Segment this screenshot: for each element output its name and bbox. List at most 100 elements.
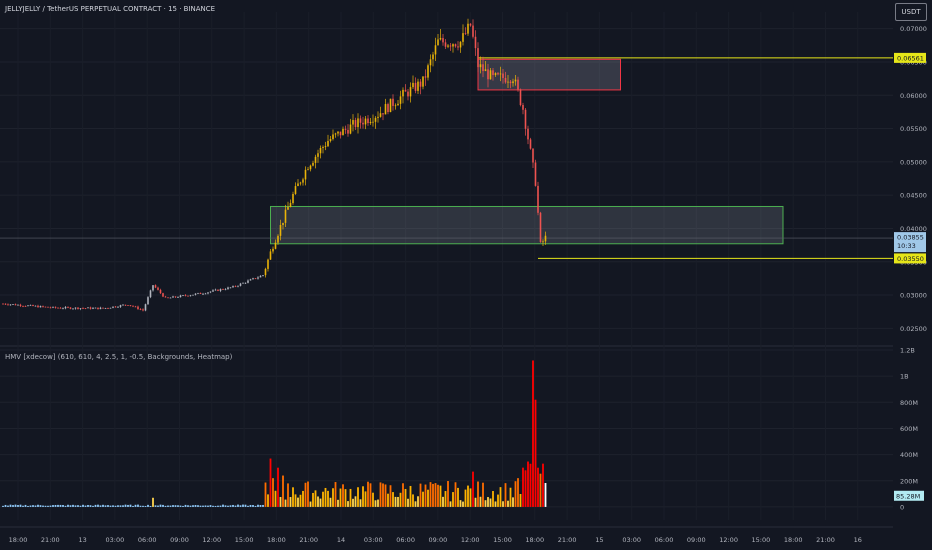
indicator-legend[interactable]: HMV [xdecow] (610, 610, 4, 2.5, 1, -0.5,…: [5, 353, 233, 361]
candle: [512, 81, 514, 84]
volume-bar: [347, 501, 349, 507]
candle: [169, 297, 172, 299]
time-tick-label: 18:00: [525, 536, 544, 544]
volume-bar: [12, 505, 14, 507]
candle: [117, 306, 119, 308]
candle: [229, 287, 232, 289]
candle: [144, 304, 147, 311]
volume-bar: [14, 504, 17, 507]
candle: [509, 81, 512, 84]
candle: [227, 287, 229, 290]
candle: [294, 186, 297, 194]
candle: [347, 129, 349, 134]
volume-bar: [529, 463, 532, 507]
volume-bar: [319, 498, 322, 507]
volume-bar: [197, 505, 199, 507]
candle: [19, 304, 22, 306]
candle: [149, 290, 152, 298]
volume-bar: [19, 504, 22, 507]
candle: [257, 277, 259, 279]
volume-bar: [427, 489, 429, 507]
candle: [272, 248, 274, 252]
candle: [174, 296, 177, 298]
volume-tick-label: 800M: [900, 399, 918, 407]
candle: [132, 305, 134, 307]
candle: [147, 297, 149, 305]
volume-bar: [102, 504, 104, 507]
candle: [262, 275, 264, 276]
volume-bar: [17, 505, 19, 507]
volume-bar: [49, 505, 52, 507]
volume-bar: [444, 491, 447, 507]
volume-bar: [504, 483, 507, 507]
candle: [47, 306, 49, 308]
time-tick-label: 18:00: [784, 536, 803, 544]
volume-bar: [454, 482, 457, 507]
volume-bar: [69, 505, 72, 507]
volume-bar: [267, 494, 269, 507]
candle: [79, 308, 82, 309]
candle: [264, 268, 267, 276]
candle: [192, 294, 194, 296]
currency-button[interactable]: USDT: [895, 3, 927, 21]
candle: [539, 212, 542, 242]
volume-bar: [437, 484, 439, 507]
level-price-tag: [894, 52, 926, 63]
candle: [267, 259, 269, 269]
candle: [24, 306, 27, 307]
candle: [189, 295, 192, 297]
candle: [69, 307, 72, 309]
volume-bar: [352, 498, 354, 507]
volume-bar: [479, 496, 482, 507]
candle: [419, 81, 422, 87]
volume-bar: [87, 504, 89, 507]
volume-bar: [27, 505, 29, 507]
volume-bar: [207, 505, 209, 507]
volume-bar: [404, 488, 407, 507]
candle: [242, 282, 244, 284]
price-tick-label: 0.05000: [900, 158, 927, 166]
candle: [302, 179, 304, 183]
volume-bar: [109, 505, 112, 507]
level-price-label: 0.03550: [897, 255, 924, 263]
candle: [152, 285, 154, 291]
candle: [182, 295, 184, 297]
volume-bar: [149, 505, 152, 507]
candle: [449, 45, 452, 47]
time-tick-label: 03:00: [622, 536, 641, 544]
volume-bar: [272, 478, 274, 507]
candle: [389, 98, 392, 113]
candle: [127, 305, 129, 306]
volume-bar: [422, 491, 424, 507]
candle: [299, 182, 302, 184]
volume-bar: [354, 496, 357, 507]
volume-bar: [399, 492, 402, 507]
volume-bar: [432, 483, 434, 507]
volume-bar: [127, 504, 129, 507]
volume-bar: [469, 488, 472, 507]
candle: [4, 303, 7, 305]
volume-bar: [507, 500, 509, 507]
demand-zone-box: [270, 205, 784, 245]
volume-bar: [129, 504, 132, 507]
volume-bar: [164, 505, 167, 507]
level-price-label: 0.06561: [897, 54, 924, 62]
volume-bar: [539, 473, 542, 507]
candle: [319, 147, 322, 154]
time-tick-label: 13: [78, 536, 86, 544]
volume-bar: [382, 483, 384, 507]
candle: [532, 148, 534, 163]
time-tick-label: 12:00: [461, 536, 480, 544]
volume-bar: [464, 489, 467, 507]
volume-bar: [457, 487, 459, 507]
volume-bar: [282, 475, 284, 507]
candle: [492, 70, 494, 76]
volume-bar: [349, 488, 352, 507]
time-tick-label: 09:00: [170, 536, 189, 544]
volume-bar: [57, 504, 59, 507]
candle: [129, 305, 132, 306]
candle: [357, 118, 359, 128]
candle: [82, 308, 84, 309]
candle: [394, 105, 397, 107]
